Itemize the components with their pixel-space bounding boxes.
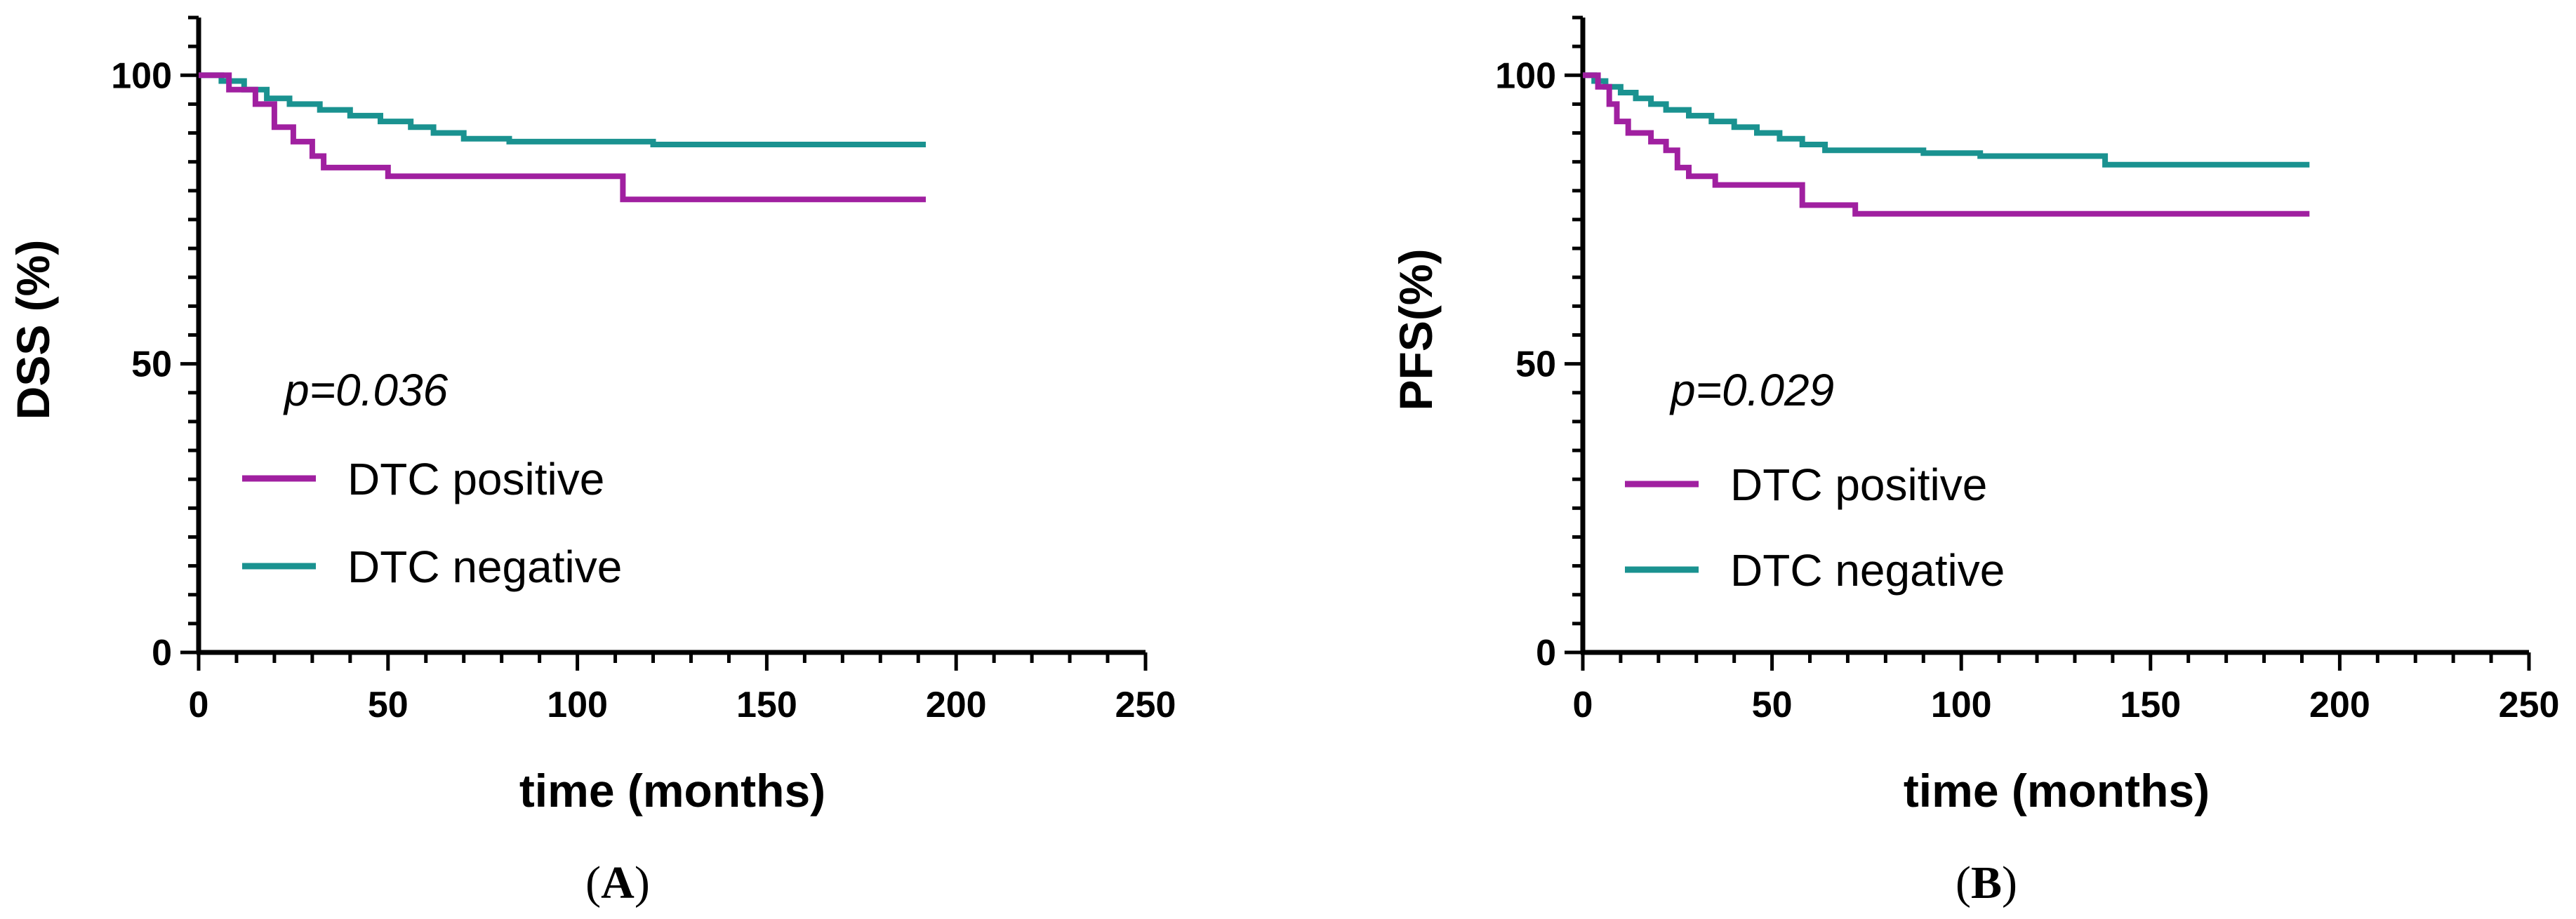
y-tick-label: 100 [111, 55, 172, 96]
y-axis-title: DSS (%) [7, 240, 59, 420]
legend-label-dtc-positive: DTC positive [347, 454, 604, 504]
panel-label-a: (A) [585, 857, 650, 908]
x-tick-label: 50 [368, 685, 409, 725]
y-axis-title: PFS(%) [1390, 249, 1442, 411]
y-tick-label: 50 [131, 344, 172, 385]
x-tick-label: 100 [547, 685, 608, 725]
axes: 0 50 100 0 50 100 150 200 250 [1495, 15, 2560, 725]
x-tick-label: 100 [1931, 685, 1992, 725]
x-tick-label: 200 [926, 685, 987, 725]
legend-label-dtc-positive: DTC positive [1730, 460, 1987, 510]
panel-b: PFS(%) time (months) p=0.029 DTC positiv… [1390, 15, 2560, 908]
y-tick-label: 100 [1495, 55, 1556, 96]
panel-label-b: (B) [1956, 857, 2017, 908]
axes: 0 50 100 0 50 100 150 200 250 [111, 15, 1176, 725]
x-tick-label: 50 [1752, 685, 1793, 725]
x-axis-title: time (months) [519, 765, 825, 817]
legend-label-dtc-negative: DTC negative [347, 542, 622, 592]
x-tick-label: 200 [2309, 685, 2370, 725]
x-tick-label: 250 [2499, 685, 2560, 725]
x-tick-label: 0 [1573, 685, 1593, 725]
series-line-dtc-positive [199, 72, 926, 203]
series-line-dtc-negative [199, 72, 926, 147]
y-tick-label: 0 [152, 633, 172, 673]
y-tick-label: 0 [1536, 633, 1556, 673]
p-value-annotation: p=0.029 [1669, 365, 1834, 415]
x-tick-label: 150 [736, 685, 797, 725]
x-axis-title: time (months) [1904, 765, 2210, 817]
p-value-annotation: p=0.036 [283, 365, 449, 415]
legend: DTC positive DTC negative [1625, 460, 2005, 596]
series-line-dtc-positive [1583, 72, 2310, 217]
legend: DTC positive DTC negative [242, 454, 622, 592]
series-line-dtc-negative [1583, 72, 2310, 168]
legend-label-dtc-negative: DTC negative [1730, 545, 2005, 596]
x-tick-label: 0 [189, 685, 209, 725]
x-tick-label: 250 [1115, 685, 1176, 725]
y-tick-label: 50 [1515, 344, 1556, 385]
panel-a: DSS (%) time (months) p=0.036 DTC positi… [7, 15, 1176, 908]
x-tick-label: 150 [2120, 685, 2181, 725]
